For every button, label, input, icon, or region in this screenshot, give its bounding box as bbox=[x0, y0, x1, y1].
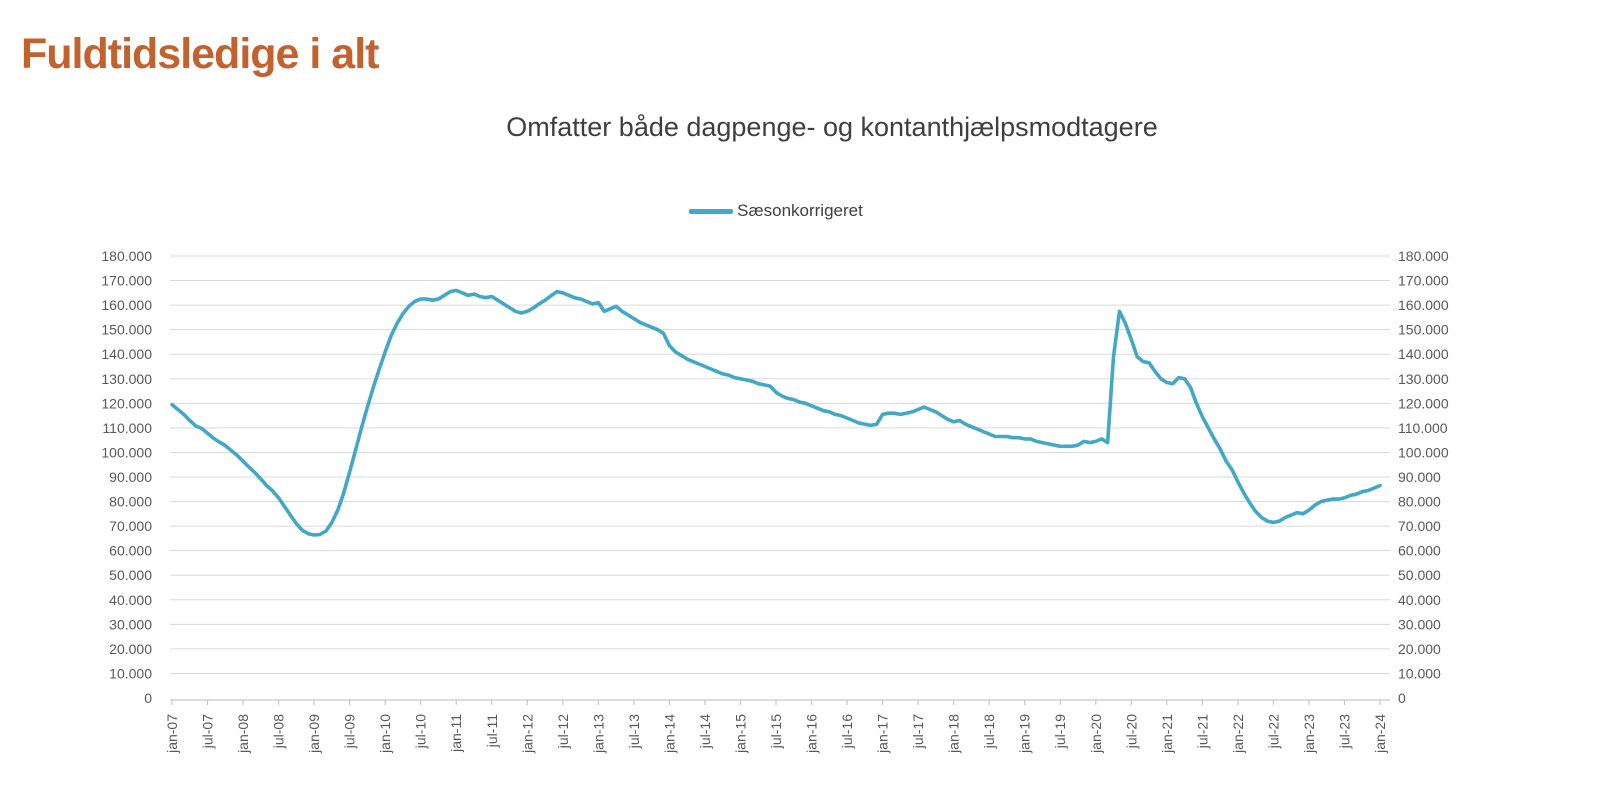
x-tick-label: jul-07 bbox=[200, 714, 216, 749]
x-tick-label: jan-22 bbox=[1230, 714, 1246, 754]
x-tick-label: jul-09 bbox=[342, 714, 358, 749]
y-tick-label-right: 150.000 bbox=[1398, 322, 1449, 338]
x-tick-label: jan-09 bbox=[306, 714, 322, 754]
page-title: Fuldtidsledige i alt bbox=[21, 30, 379, 78]
x-tick-label: jan-20 bbox=[1088, 714, 1104, 754]
x-tick-label: jan-14 bbox=[661, 714, 677, 754]
y-tick-label-left: 70.000 bbox=[109, 518, 152, 534]
y-tick-label-left: 0 bbox=[144, 690, 152, 706]
x-tick-label: jan-15 bbox=[732, 714, 748, 754]
y-tick-label-right: 40.000 bbox=[1398, 592, 1441, 608]
y-tick-label-left: 50.000 bbox=[109, 567, 152, 583]
x-tick-label: jul-22 bbox=[1265, 714, 1281, 749]
y-tick-label-right: 60.000 bbox=[1398, 543, 1441, 559]
y-tick-label-left: 150.000 bbox=[101, 322, 152, 338]
y-tick-label-right: 10.000 bbox=[1398, 665, 1441, 681]
y-tick-label-right: 80.000 bbox=[1398, 494, 1441, 510]
y-tick-label-left: 110.000 bbox=[102, 420, 152, 436]
y-tick-label-right: 70.000 bbox=[1398, 518, 1441, 534]
x-tick-label: jan-16 bbox=[804, 714, 820, 754]
x-tick-label: jul-21 bbox=[1194, 714, 1210, 749]
legend: Sæsonkorrigeret bbox=[172, 198, 1380, 224]
series-line bbox=[170, 288, 1382, 537]
y-tick-label-left: 40.000 bbox=[109, 592, 152, 608]
x-tick-label: jul-20 bbox=[1123, 714, 1139, 749]
y-tick-label-right: 50.000 bbox=[1398, 567, 1441, 583]
y-tick-label-left: 80.000 bbox=[109, 494, 152, 510]
y-tick-label-left: 60.000 bbox=[109, 543, 152, 559]
y-tick-label-left: 170.000 bbox=[101, 273, 152, 289]
y-tick-label-left: 140.000 bbox=[101, 346, 152, 362]
y-tick-label-left: 10.000 bbox=[109, 665, 152, 681]
x-tick-label: jul-19 bbox=[1052, 714, 1068, 749]
y-tick-label-left: 100.000 bbox=[101, 444, 152, 460]
y-tick-label-right: 160.000 bbox=[1398, 297, 1449, 313]
x-tick-label: jan-08 bbox=[235, 714, 251, 754]
y-tick-label-right: 100.000 bbox=[1398, 444, 1449, 460]
legend-line-swatch bbox=[689, 208, 734, 214]
x-tick-label: jan-23 bbox=[1301, 714, 1317, 754]
x-tick-label: jul-15 bbox=[768, 714, 784, 749]
x-tick-label: jul-23 bbox=[1336, 714, 1352, 749]
y-tick-label-left: 20.000 bbox=[109, 641, 152, 657]
y-tick-label-right: 180.000 bbox=[1398, 248, 1449, 264]
y-tick-label-left: 160.000 bbox=[101, 297, 152, 313]
x-tick-label: jan-07 bbox=[164, 714, 180, 754]
x-tick-label: jan-13 bbox=[590, 714, 606, 754]
x-tick-label: jan-24 bbox=[1372, 714, 1388, 754]
x-tick-label: jul-16 bbox=[839, 714, 855, 749]
y-tick-label-right: 30.000 bbox=[1398, 616, 1441, 632]
x-tick-label: jul-10 bbox=[413, 714, 429, 749]
y-tick-label-right: 130.000 bbox=[1398, 371, 1449, 387]
x-tick-label: jan-18 bbox=[946, 714, 962, 754]
y-tick-label-right: 170.000 bbox=[1398, 273, 1449, 289]
x-tick-label: jul-14 bbox=[697, 714, 713, 749]
y-tick-label-left: 30.000 bbox=[109, 616, 152, 632]
y-tick-label-left: 130.000 bbox=[101, 371, 152, 387]
x-tick-label: jan-19 bbox=[1017, 714, 1033, 754]
x-tick-label: jul-18 bbox=[981, 714, 997, 749]
y-tick-label-right: 120.000 bbox=[1398, 395, 1449, 411]
y-tick-label-left: 90.000 bbox=[109, 469, 152, 485]
legend-label: Sæsonkorrigeret bbox=[737, 201, 863, 220]
x-tick-label: jan-10 bbox=[377, 714, 393, 754]
y-tick-label-right: 140.000 bbox=[1398, 346, 1449, 362]
x-tick-label: jul-13 bbox=[626, 714, 642, 749]
y-tick-label-right: 110.000 bbox=[1398, 420, 1448, 436]
y-tick-label-right: 0 bbox=[1398, 690, 1406, 706]
x-tick-label: jan-17 bbox=[875, 714, 891, 754]
chart-subtitle: Omfatter både dagpenge- og kontanthjælps… bbox=[506, 112, 1158, 142]
x-tick-label: jan-11 bbox=[448, 714, 464, 753]
x-tick-label: jan-21 bbox=[1159, 714, 1175, 754]
y-tick-label-right: 90.000 bbox=[1398, 469, 1441, 485]
x-tick-label: jul-12 bbox=[555, 714, 571, 749]
y-tick-label-left: 120.000 bbox=[101, 395, 152, 411]
y-tick-label-right: 20.000 bbox=[1398, 641, 1441, 657]
x-tick-label: jul-08 bbox=[271, 714, 287, 749]
x-tick-label: jan-12 bbox=[519, 714, 535, 754]
x-tick-label: jul-11 bbox=[484, 714, 500, 748]
x-tick-label: jul-17 bbox=[910, 714, 926, 749]
y-tick-label-left: 180.000 bbox=[101, 248, 152, 264]
